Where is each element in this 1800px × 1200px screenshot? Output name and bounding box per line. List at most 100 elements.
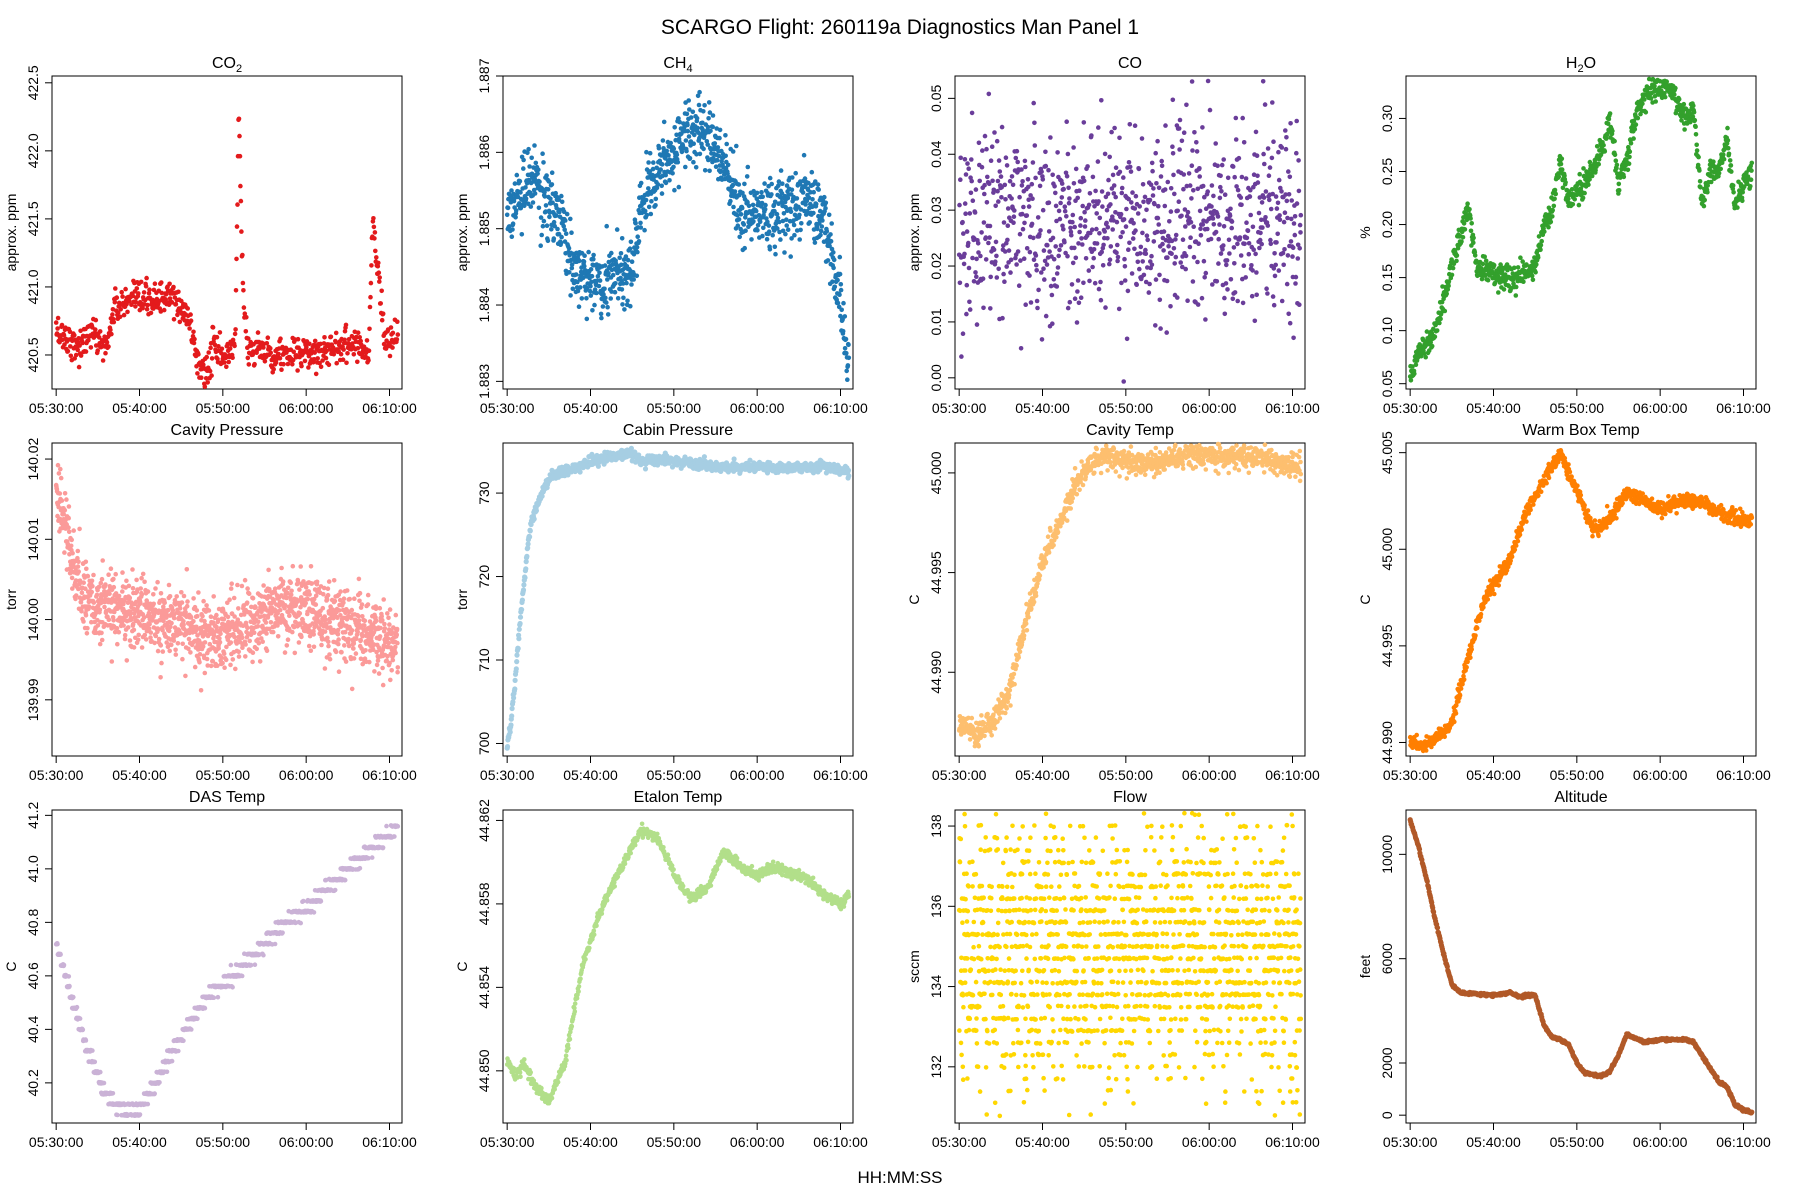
y-tick-label: 140.02 (25, 437, 41, 480)
data-point (1177, 117, 1183, 123)
data-point (1099, 189, 1105, 194)
data-point (246, 591, 252, 596)
data-point (141, 290, 147, 295)
data-point (345, 351, 350, 356)
data-point (276, 351, 281, 357)
data-point (579, 296, 585, 301)
data-point (723, 133, 728, 138)
data-point (67, 329, 73, 335)
data-point (130, 293, 136, 299)
data-point (1040, 207, 1046, 213)
data-point (1147, 197, 1153, 203)
data-point (610, 272, 616, 278)
data-point (986, 240, 991, 246)
data-point (1291, 335, 1296, 341)
data-point (1237, 235, 1243, 240)
data-point (1171, 246, 1177, 251)
data-point (327, 652, 332, 657)
data-point (1281, 219, 1287, 225)
data-point (1189, 196, 1194, 201)
data-point (333, 649, 339, 655)
y-tick-label: 0.04 (928, 140, 944, 167)
data-point (1582, 190, 1587, 196)
data-point (1128, 169, 1134, 174)
data-point (1271, 139, 1276, 144)
data-point (56, 471, 62, 476)
data-point (1168, 304, 1173, 309)
data-point (103, 350, 108, 356)
data-point (1222, 192, 1228, 197)
data-point (1219, 162, 1225, 168)
data-point (603, 295, 608, 301)
data-point (1705, 189, 1710, 195)
data-point (620, 302, 625, 307)
data-point (688, 115, 694, 120)
data-point (1130, 236, 1136, 241)
x-tick-label: 05:30:00 (480, 400, 535, 416)
data-point (1570, 202, 1576, 207)
data-point (1156, 203, 1161, 209)
data-point (798, 227, 803, 233)
data-point (539, 232, 544, 238)
y-tick-label: 0.05 (928, 85, 944, 112)
data-point (1290, 245, 1296, 251)
data-point (841, 300, 846, 306)
x-tick-label: 05:40:00 (1466, 400, 1521, 416)
data-point (198, 688, 204, 693)
data-point (988, 274, 993, 280)
data-point (659, 183, 664, 189)
data-point (530, 200, 536, 205)
data-point (236, 654, 242, 659)
data-point (1460, 235, 1466, 240)
data-point (133, 299, 139, 305)
data-point (1043, 313, 1049, 319)
data-point (1471, 240, 1476, 245)
data-point (77, 343, 82, 348)
data-point (977, 178, 982, 184)
data-point (586, 249, 591, 255)
data-point (629, 282, 634, 287)
data-point (241, 288, 246, 293)
data-point (341, 600, 346, 606)
data-point (287, 613, 292, 619)
data-point (1480, 261, 1486, 267)
data-point (1179, 213, 1184, 219)
data-point (1256, 210, 1262, 216)
data-point (1184, 102, 1189, 108)
data-point (1694, 148, 1700, 153)
data-point (800, 190, 806, 195)
data-point (108, 566, 114, 571)
data-point (1239, 174, 1245, 180)
data-point (222, 665, 227, 670)
data-point (208, 345, 213, 351)
x-tick-label: 05:50:00 (647, 400, 702, 416)
data-point (1207, 107, 1213, 113)
data-point (148, 310, 154, 316)
panel-title-main: H (1566, 55, 1578, 72)
data-point (1268, 241, 1274, 247)
data-point (173, 301, 179, 307)
data-point (1058, 243, 1064, 248)
data-point (1183, 224, 1188, 229)
data-point (315, 356, 321, 361)
data-point (693, 165, 699, 170)
data-point (582, 253, 587, 258)
data-point (717, 127, 723, 133)
data-point (824, 229, 830, 234)
data-point (588, 284, 593, 289)
data-point (1255, 173, 1260, 179)
data-point (725, 162, 731, 168)
data-point (1612, 138, 1617, 144)
data-point (976, 140, 982, 146)
y-axis-label: approx. ppm (3, 194, 19, 272)
data-point (177, 606, 183, 611)
series-ch4 (504, 89, 852, 383)
data-point (1160, 241, 1165, 247)
data-point (180, 656, 185, 662)
data-point (203, 376, 209, 381)
data-point (538, 215, 544, 220)
data-point (173, 647, 178, 653)
data-point (1196, 241, 1201, 246)
data-point (66, 529, 72, 535)
data-point (1205, 78, 1211, 84)
